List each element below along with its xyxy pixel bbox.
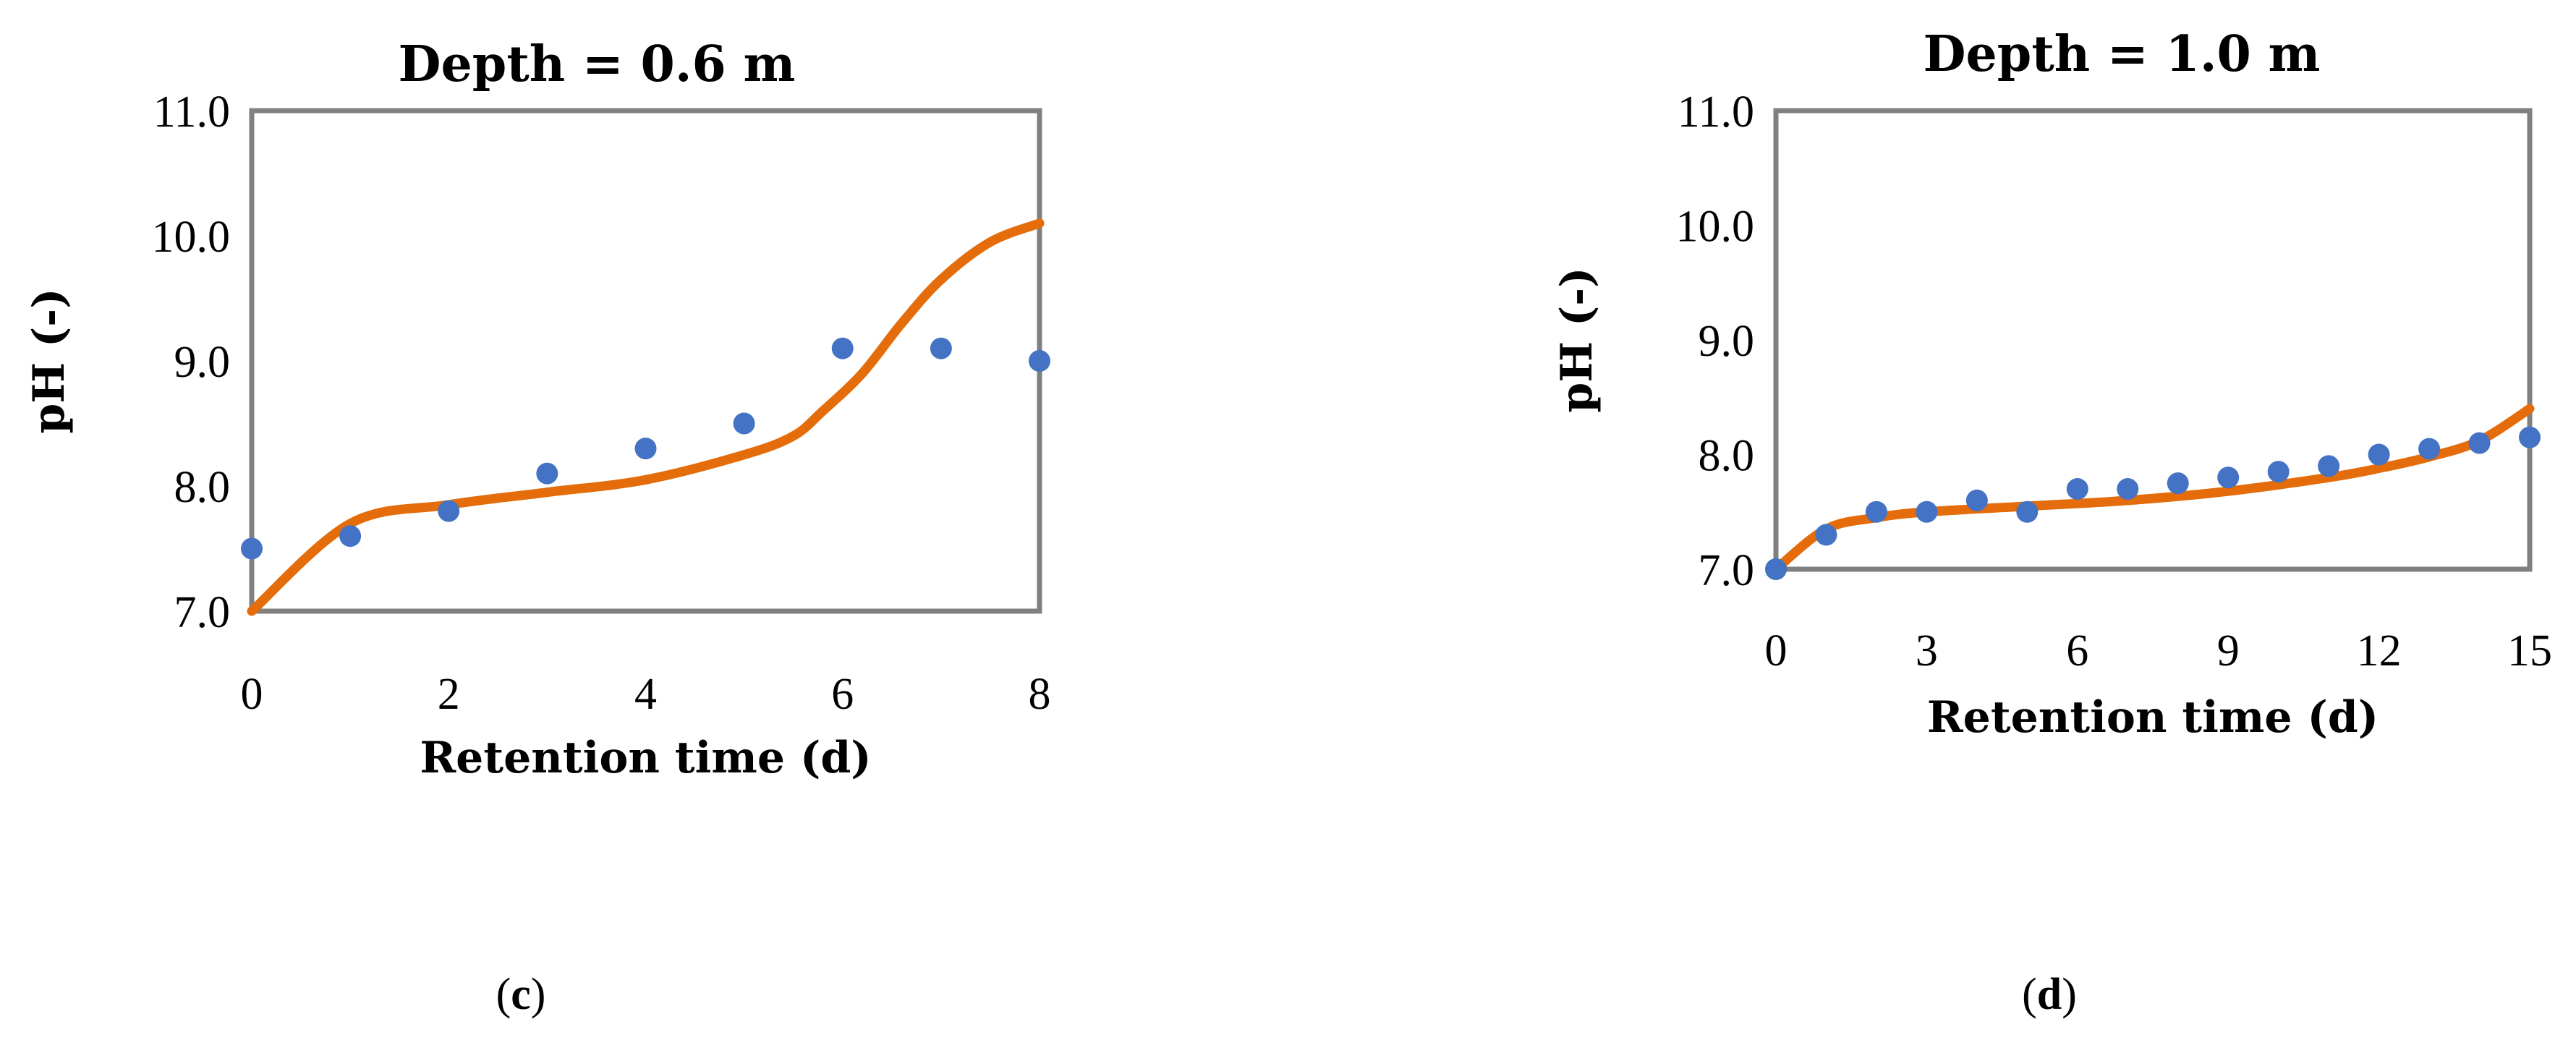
y-tick-label: 7.0 xyxy=(1699,546,1755,595)
data-point xyxy=(2318,455,2340,477)
y-tick-label: 11.0 xyxy=(153,88,230,137)
x-tick-label: 2 xyxy=(438,670,460,719)
plot-frame xyxy=(249,108,1042,614)
model-line xyxy=(1771,404,2535,574)
data-point xyxy=(2167,472,2189,495)
data-point xyxy=(2117,478,2139,500)
data-point xyxy=(1765,558,1787,580)
x-tick-label: 0 xyxy=(1765,626,1788,676)
y-tick-label: 10.0 xyxy=(152,213,231,262)
data-point xyxy=(438,500,460,522)
data-point xyxy=(831,337,854,359)
x-tick-label: 6 xyxy=(831,670,854,719)
data-point xyxy=(2368,443,2390,466)
data-point xyxy=(339,525,362,548)
y-tick-label: 8.0 xyxy=(1699,432,1755,481)
chart-title: Depth = 0.6 m xyxy=(399,35,796,93)
y-axis-label: pH (-) xyxy=(24,288,75,433)
y-tick-label: 11.0 xyxy=(1678,88,1754,137)
data-point xyxy=(2519,426,2541,448)
data-point xyxy=(1916,500,1938,523)
chart-panel-c: Depth = 0.6 m 7.0 8.0 9.0 10.0 11.0 0 2 4 6 8 Reten… xyxy=(24,35,1051,1019)
chart-panel-d: Depth = 1.0 m 7.0 8.0 9.0 10.0 11.0 0 3 6 9 12 15 Re… xyxy=(1552,25,2552,1019)
data-point xyxy=(634,438,657,460)
data-point xyxy=(2418,438,2441,460)
x-tick-label: 15 xyxy=(2507,626,2552,676)
chart-title: Depth = 1.0 m xyxy=(1924,25,2321,83)
y-tick-label: 8.0 xyxy=(174,463,231,512)
x-tick-label: 12 xyxy=(2357,626,2402,676)
x-tick-label: 9 xyxy=(2217,626,2240,676)
y-tick-label: 10.0 xyxy=(1676,203,1755,252)
data-point xyxy=(536,462,558,485)
data-point xyxy=(1815,524,1837,546)
x-tick-label: 3 xyxy=(1916,626,1938,676)
x-tick-label: 4 xyxy=(634,670,657,719)
data-point xyxy=(2066,478,2088,500)
data-point xyxy=(733,412,755,435)
data-point xyxy=(2016,500,2039,523)
y-tick-label: 9.0 xyxy=(1699,317,1755,366)
x-tick-label: 0 xyxy=(241,670,263,719)
data-point xyxy=(1965,489,1988,511)
panel-label: (d) xyxy=(2022,970,2077,1019)
data-point xyxy=(930,337,952,359)
data-point xyxy=(2267,461,2290,483)
data-point xyxy=(1029,350,1050,372)
model-line xyxy=(247,218,1045,616)
x-tick-label: 6 xyxy=(2066,626,2088,676)
x-axis-label: Retention time (d) xyxy=(420,733,871,783)
data-point xyxy=(2217,467,2240,489)
data-point xyxy=(241,537,263,560)
data-point xyxy=(2468,432,2491,454)
plot-frame xyxy=(1773,108,2533,572)
data-point xyxy=(1865,500,1887,523)
y-axis-label: pH (-) xyxy=(1552,267,1602,412)
y-tick-label: 7.0 xyxy=(174,588,231,637)
x-axis-label: Retention time (d) xyxy=(1927,692,2379,743)
y-tick-label: 9.0 xyxy=(174,338,231,387)
panel-label: (c) xyxy=(496,970,546,1019)
x-tick-label: 8 xyxy=(1029,670,1051,719)
